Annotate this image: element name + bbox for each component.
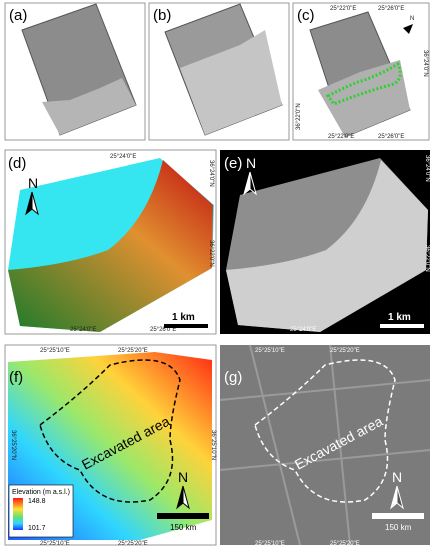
coordinate-label: 25°25'10"E [255,541,285,547]
panel-e: (e) 36°24'0"N 36°22'0"N 25°24'0"E N 1 km [220,150,430,334]
panel-label: (a) [9,7,27,24]
coordinate-label: 25°25'20"E [330,541,360,547]
scale-label: 1 km [172,312,195,323]
scale-label: 150 km [385,523,412,532]
north-arrow [396,485,404,510]
coordinate-label: 25°25'10"E [255,348,285,354]
land [226,160,428,332]
scale-bar [157,513,209,519]
north-label: N [178,469,188,485]
coordinate-label: 25°25'20"E [330,348,360,354]
panel-b: (b) [148,2,290,141]
legend-min: 101.7 [28,525,46,532]
scale-bar [380,324,424,328]
panel-d: (d) 25°24'0"E 36°24'0"N 36°22'0"N 25°24'… [4,149,217,335]
coordinate-label: 25°24'0"E [70,327,96,333]
legend-max: 148.8 [28,498,46,505]
coordinate-label: 25°26'0"E [150,327,176,333]
panel-g: (g) 25°25'10"E 25°25'20"E 25°25'10"E 25°… [219,344,431,547]
panel-label: (f) [9,369,23,386]
scale-bar [164,324,208,328]
legend-colorbar [13,498,23,530]
land [180,30,282,135]
north-arrow [403,24,413,34]
coordinate-label: 25°22'0"E [330,6,356,12]
panel-label: (e) [224,155,242,172]
land [318,60,410,137]
coordinate-label: 36°25'10"N [210,430,216,460]
excavation-outline [39,359,181,503]
coordinate-label: 36°22'0"N [296,103,302,130]
coordinate-label: 36°22'0"N [424,245,430,272]
coordinate-label: 25°22'0"E [328,134,354,140]
terrain [8,160,213,332]
panel-label: (g) [224,369,242,386]
coordinate-label: 36°22'0"N [208,240,214,267]
coordinate-label: 36°24'0"N [208,160,214,187]
north-arrow [182,485,190,510]
excavation-outline [325,61,402,106]
excavation-outline [254,359,396,503]
field-boundaries [219,344,431,546]
north-label: N [410,16,414,22]
panel-a: (a) [4,2,146,141]
coordinate-label: 25°26'0"E [378,134,404,140]
coordinate-label: 25°26'0"E [378,6,404,12]
coordinate-label: 36°24'0"N [424,155,430,182]
north-label: N [392,469,402,485]
north-label: N [28,175,38,191]
scale-label: 1 km [388,312,411,323]
coordinate-label: 36°24'0"N [422,50,428,77]
panel-label: (b) [153,7,171,24]
panel-c: (c) 25°22'0"E 25°26'0"E 36°22'0"N 36°24'… [292,2,430,141]
legend-title: Elevation (m a.s.l.) [12,489,70,496]
north-arrow [249,171,257,196]
coordinate-label: 25°25'20"E [118,348,148,354]
coordinate-label: 25°24'0"E [290,327,316,333]
coordinate-label: 25°24'0"E [110,154,136,160]
north-label: N [246,155,256,171]
coordinate-label: 25°25'20"E [118,541,148,547]
coordinate-label: 25°25'10"E [40,348,70,354]
coordinate-label: 36°25'20"N [10,430,16,460]
scale-bar [372,513,424,519]
north-arrow [31,191,39,216]
panel-label: (c) [297,7,315,24]
panel-f: (f) 25°25'10"E 25°25'20"E 36°25'20"N 36°… [4,344,217,547]
panel-label: (d) [8,155,26,172]
scale-label: 150 km [170,523,197,532]
land [42,78,136,135]
coordinate-label: 25°25'10"E [40,541,70,547]
